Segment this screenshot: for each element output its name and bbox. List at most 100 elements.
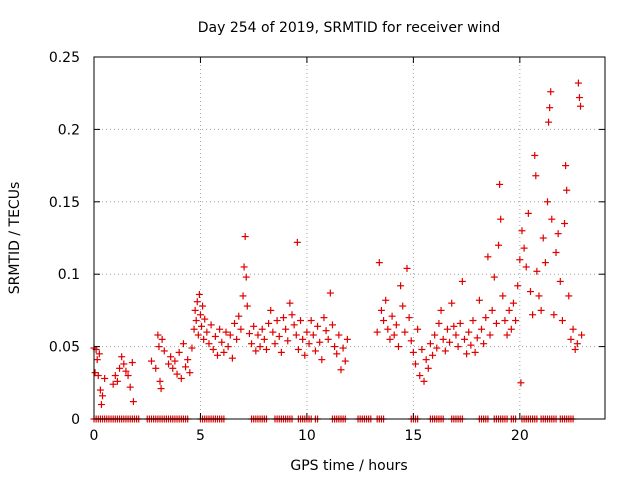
data-point xyxy=(216,325,224,333)
y-tick-label: 0.15 xyxy=(49,195,80,211)
data-point xyxy=(307,317,315,325)
data-point xyxy=(188,344,196,352)
data-point xyxy=(558,317,566,325)
data-point xyxy=(209,345,217,353)
data-point xyxy=(167,353,175,361)
data-point xyxy=(471,348,479,356)
data-point xyxy=(458,277,466,285)
data-point xyxy=(213,351,221,359)
data-point xyxy=(518,227,526,235)
data-point xyxy=(177,374,185,382)
data-point xyxy=(96,386,104,394)
plot-frame xyxy=(93,56,606,420)
data-point xyxy=(273,317,281,325)
data-point xyxy=(496,180,504,188)
data-point xyxy=(469,317,477,325)
data-point xyxy=(333,350,341,358)
data-point xyxy=(316,338,324,346)
data-point xyxy=(490,273,498,281)
data-point xyxy=(537,306,545,314)
data-point xyxy=(514,282,522,290)
data-point xyxy=(562,162,570,170)
data-point xyxy=(203,328,211,336)
data-point xyxy=(201,315,209,323)
y-tick-label: 0.25 xyxy=(49,50,80,66)
data-point xyxy=(563,186,571,194)
data-point xyxy=(486,331,494,339)
data-point xyxy=(124,372,132,380)
data-point xyxy=(191,306,199,314)
data-point xyxy=(182,363,190,371)
data-point xyxy=(416,372,424,380)
data-point xyxy=(258,325,266,333)
data-point xyxy=(512,317,520,325)
data-point xyxy=(155,343,163,351)
data-point xyxy=(390,331,398,339)
data-point xyxy=(193,298,201,306)
data-point xyxy=(200,335,208,343)
data-point xyxy=(531,151,539,159)
data-point xyxy=(418,345,426,353)
data-point xyxy=(446,338,454,346)
data-point xyxy=(541,259,549,267)
data-point xyxy=(394,343,402,351)
data-point xyxy=(279,314,287,322)
data-point xyxy=(109,380,117,388)
data-point xyxy=(271,340,279,348)
data-point xyxy=(195,290,203,298)
data-point xyxy=(207,321,215,329)
data-point xyxy=(569,325,577,333)
data-point xyxy=(460,335,468,343)
x-axis-label: GPS time / hours xyxy=(290,458,407,474)
data-point xyxy=(478,325,486,333)
data-point xyxy=(439,335,447,343)
data-point xyxy=(571,345,579,353)
data-point xyxy=(248,340,256,348)
data-point xyxy=(529,311,537,319)
data-point xyxy=(165,360,173,368)
data-point xyxy=(475,296,483,304)
data-point xyxy=(324,335,332,343)
data-point xyxy=(294,345,302,353)
data-point xyxy=(190,325,198,333)
data-point xyxy=(260,335,268,343)
data-point xyxy=(286,299,294,307)
x-tick-label: 20 xyxy=(511,428,529,444)
data-point xyxy=(532,172,540,180)
data-point xyxy=(239,292,247,300)
data-point xyxy=(235,312,243,320)
data-point xyxy=(152,364,160,372)
data-point xyxy=(311,347,319,355)
x-tick-label: 5 xyxy=(196,428,205,444)
data-point xyxy=(314,322,322,330)
data-point xyxy=(546,104,554,112)
data-point xyxy=(158,335,166,343)
data-point xyxy=(184,356,192,364)
data-point xyxy=(388,312,396,320)
data-point xyxy=(435,319,443,327)
data-point xyxy=(320,314,328,322)
data-point xyxy=(399,302,407,310)
data-point xyxy=(218,338,226,346)
x-tick-label: 15 xyxy=(404,428,422,444)
data-point xyxy=(392,321,400,329)
y-tick-label: 0 xyxy=(71,412,80,428)
data-point xyxy=(211,332,219,340)
data-point xyxy=(335,331,343,339)
data-point xyxy=(175,348,183,356)
data-point xyxy=(526,288,534,296)
data-point xyxy=(454,343,462,351)
data-point xyxy=(577,102,585,110)
data-point xyxy=(574,79,582,87)
data-point xyxy=(267,306,275,314)
data-point xyxy=(437,306,445,314)
data-point xyxy=(231,319,239,327)
data-point xyxy=(171,357,179,365)
data-point xyxy=(326,289,334,297)
data-point xyxy=(196,311,204,319)
data-point xyxy=(186,369,194,377)
x-tick-label: 0 xyxy=(90,428,99,444)
data-point xyxy=(120,360,128,368)
data-point xyxy=(173,370,181,378)
